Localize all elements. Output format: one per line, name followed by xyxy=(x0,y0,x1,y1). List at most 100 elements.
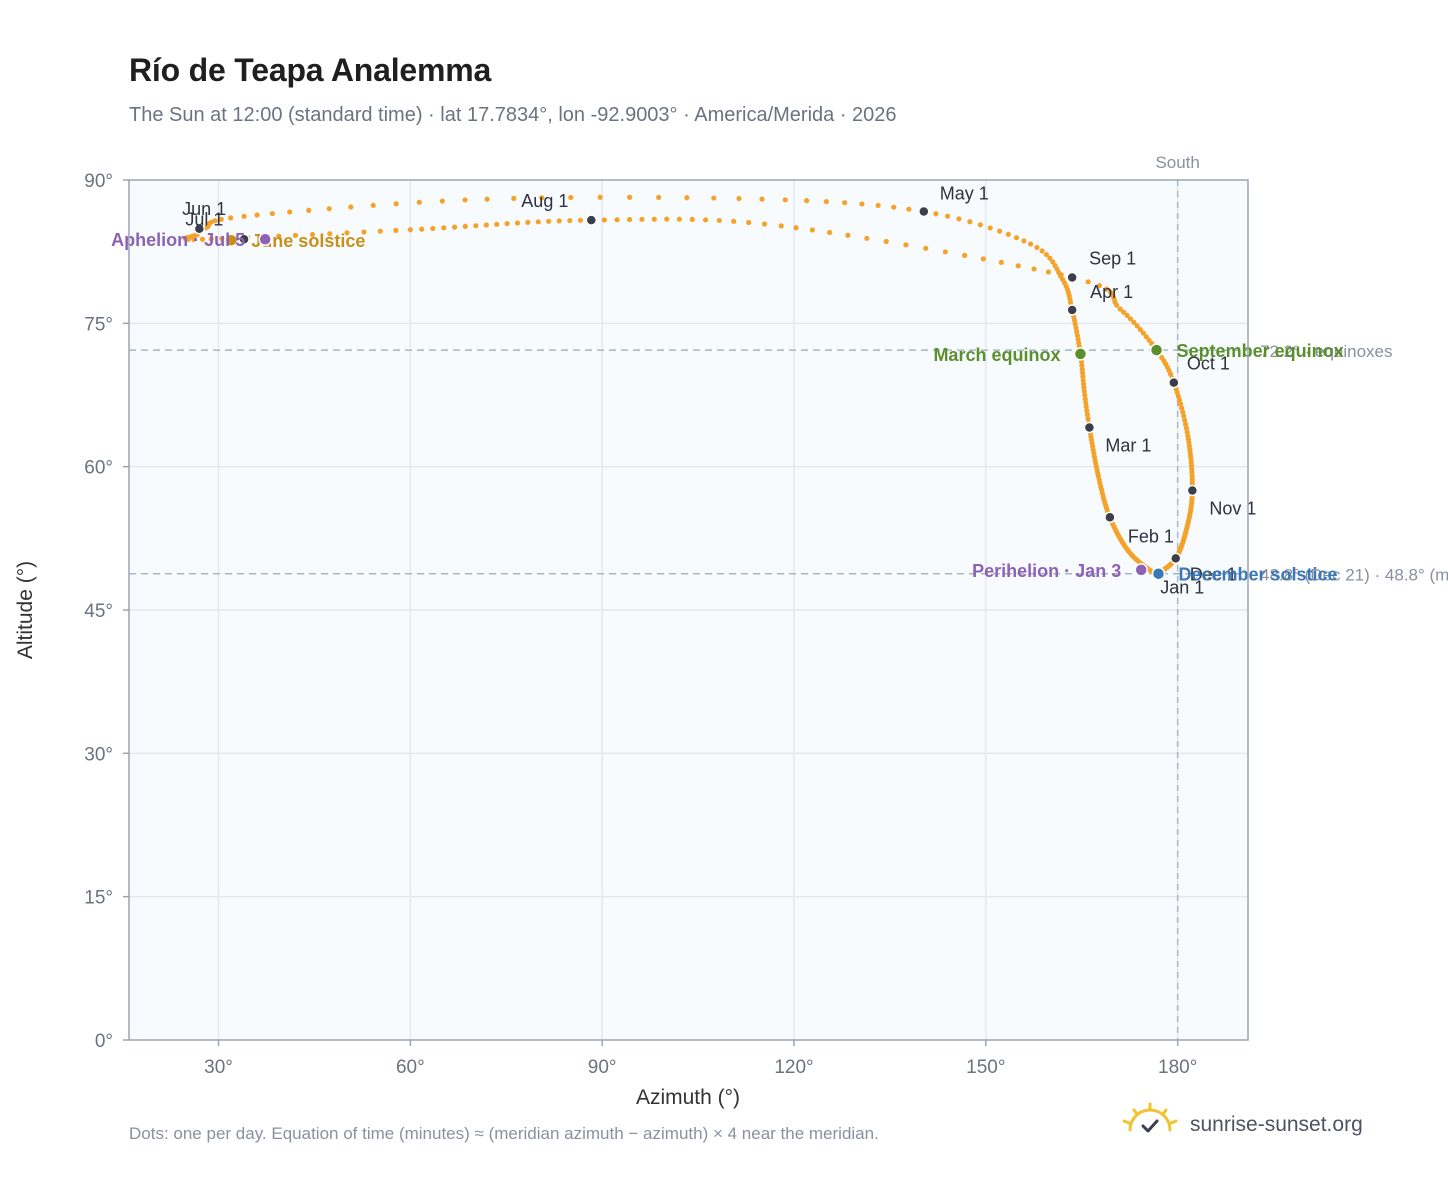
path-dot xyxy=(1114,302,1120,308)
path-dot xyxy=(416,199,422,205)
path-dot xyxy=(782,197,788,203)
month-marker xyxy=(1168,376,1180,389)
month-label: Sep 1 xyxy=(1089,248,1136,268)
path-dot xyxy=(942,249,948,255)
x-tick-label: 150° xyxy=(966,1057,1005,1078)
y-tick-label: 0° xyxy=(95,1031,113,1052)
path-dot xyxy=(1043,251,1049,258)
month-label: Apr 1 xyxy=(1090,282,1133,302)
path-dot xyxy=(348,204,354,210)
path-dot xyxy=(219,236,225,242)
month-label: Jun 1 xyxy=(182,199,226,219)
path-dot xyxy=(676,216,682,222)
month-label: Nov 1 xyxy=(1209,499,1256,519)
month-label: May 1 xyxy=(940,184,989,204)
path-dot xyxy=(1137,326,1143,333)
path-dot xyxy=(344,230,350,236)
path-dot xyxy=(254,212,260,218)
path-dot xyxy=(1134,323,1140,329)
path-dot xyxy=(567,217,573,224)
path-dot xyxy=(241,213,247,219)
y-axis-label: Altitude (°) xyxy=(14,561,37,659)
path-dot xyxy=(1084,411,1090,418)
x-tick-label: 90° xyxy=(588,1057,617,1078)
path-dot xyxy=(208,236,214,242)
path-dot xyxy=(430,225,436,232)
path-dot xyxy=(199,236,206,242)
path-dot xyxy=(228,215,234,221)
path-dot xyxy=(689,216,695,222)
path-dot xyxy=(1027,241,1034,247)
path-dot xyxy=(761,221,768,227)
path-dot xyxy=(393,201,399,207)
month-label: Feb 1 xyxy=(1128,526,1174,546)
path-dot xyxy=(462,223,468,230)
month-label: Mar 1 xyxy=(1105,435,1151,455)
path-dot xyxy=(1005,231,1011,238)
month-marker xyxy=(1066,271,1078,284)
path-dot xyxy=(462,197,468,203)
path-dot xyxy=(1082,396,1088,402)
reference-line-label: 48.8° (Dec 21) · 48.8° (min) xyxy=(1260,566,1448,585)
event-marker xyxy=(1073,347,1088,361)
path-dot xyxy=(1074,328,1080,335)
month-marker xyxy=(585,214,598,226)
month-marker xyxy=(1169,552,1182,565)
sun-rising-icon xyxy=(1122,1102,1178,1133)
path-dot xyxy=(883,238,889,245)
page-title: Río de Teapa Analemma xyxy=(129,52,492,88)
event-marker xyxy=(224,233,239,247)
path-dot xyxy=(1021,238,1027,244)
path-dot xyxy=(1013,235,1020,241)
path-dot xyxy=(601,217,607,223)
event-marker xyxy=(1151,566,1166,581)
path-dot xyxy=(639,216,645,222)
path-dot xyxy=(614,217,620,223)
path-dot xyxy=(1058,272,1064,278)
path-dot xyxy=(451,224,458,230)
path-dot xyxy=(1076,340,1082,346)
path-dot xyxy=(539,195,545,201)
path-dot xyxy=(804,198,810,204)
y-tick-label: 15° xyxy=(84,888,113,909)
path-dot xyxy=(1039,248,1045,254)
month-label: Aug 1 xyxy=(521,191,568,211)
path-dot xyxy=(1167,371,1174,377)
path-dot xyxy=(1182,417,1188,423)
event-label: March equinox xyxy=(933,345,1060,365)
meridian-label: South xyxy=(1155,153,1199,172)
y-tick-label: 30° xyxy=(84,744,113,765)
path-dot xyxy=(716,217,722,224)
path-dot xyxy=(218,216,224,222)
path-dot xyxy=(511,195,517,201)
path-dot xyxy=(1127,316,1134,322)
path-dot xyxy=(759,196,765,202)
path-dot xyxy=(309,231,316,238)
event-markers: March equinox September equinox December s… xyxy=(111,230,1343,584)
path-dot xyxy=(546,218,552,224)
path-dot xyxy=(568,194,574,201)
path-dot xyxy=(1121,309,1127,315)
path-dot xyxy=(1117,306,1123,312)
path-dot xyxy=(577,217,584,223)
path-dot xyxy=(793,225,799,231)
path-dot xyxy=(711,195,717,201)
month-marker xyxy=(1104,511,1116,524)
path-dot xyxy=(1180,409,1186,415)
path-dot xyxy=(1103,286,1110,292)
path-dot xyxy=(1124,312,1130,318)
path-dot xyxy=(845,232,851,238)
path-dot xyxy=(1085,279,1091,285)
path-dot xyxy=(944,213,951,219)
path-dot xyxy=(967,219,973,225)
event-label: December solstice xyxy=(1178,565,1337,585)
path-dot xyxy=(923,245,929,251)
y-tick-label: 90° xyxy=(84,171,113,192)
brand-logo[interactable]: sunrise-sunset.org xyxy=(1120,1102,1400,1146)
event-marker xyxy=(258,232,272,246)
x-tick-label: 120° xyxy=(774,1057,813,1078)
month-marker xyxy=(193,222,206,235)
path-dot xyxy=(809,227,815,233)
